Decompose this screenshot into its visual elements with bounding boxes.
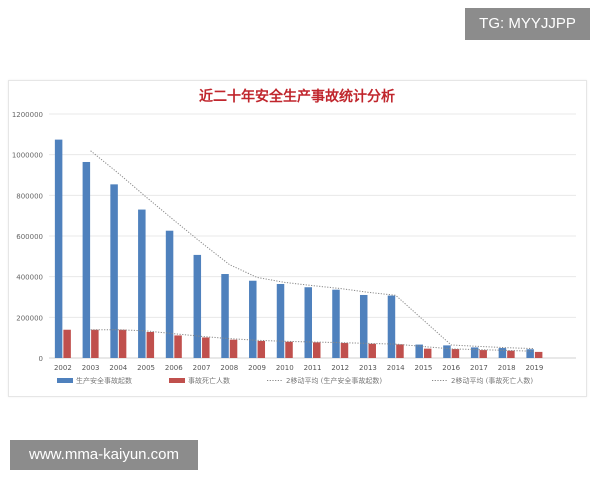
bar-deaths bbox=[507, 350, 515, 358]
bar-accidents bbox=[221, 274, 229, 358]
bar-deaths bbox=[229, 339, 238, 358]
bar-accidents bbox=[359, 294, 368, 358]
y-tick-label: 400000 bbox=[16, 274, 43, 282]
watermark-top: TG: MYYJJPP bbox=[465, 8, 590, 40]
bar-deaths bbox=[479, 350, 487, 358]
bar-deaths bbox=[423, 348, 432, 358]
legend-deaths-swatch bbox=[169, 378, 185, 383]
bar-deaths bbox=[534, 351, 543, 358]
bar-deaths bbox=[63, 329, 71, 358]
bar-deaths bbox=[146, 331, 155, 358]
bar-accidents bbox=[415, 344, 423, 358]
x-tick-label: 2003 bbox=[82, 364, 100, 372]
y-tick-label: 600000 bbox=[16, 233, 43, 241]
legend-ma-accidents: 2移动平均 (生产安全事故起数) bbox=[286, 376, 382, 385]
x-tick-label: 2014 bbox=[387, 364, 405, 372]
bar-deaths bbox=[118, 329, 127, 358]
x-tick-label: 2019 bbox=[525, 364, 543, 372]
x-tick-label: 2007 bbox=[193, 364, 211, 372]
bar-accidents bbox=[387, 295, 396, 358]
bar-chart: 近二十年安全生产事故统计分析 0 200000 400000 600000 800000… bbox=[12, 88, 576, 385]
y-tick-label: 1000000 bbox=[12, 152, 43, 160]
bar-accidents bbox=[276, 283, 285, 358]
legend-deaths: 事故死亡人数 bbox=[188, 376, 230, 385]
x-tick-label: 2008 bbox=[220, 364, 238, 372]
x-tick-label: 2017 bbox=[470, 364, 488, 372]
x-tick-label: 2006 bbox=[165, 364, 183, 372]
chart-title: 近二十年安全生产事故统计分析 bbox=[199, 88, 395, 105]
x-tick-label: 2005 bbox=[137, 364, 155, 372]
y-tick-label: 800000 bbox=[16, 192, 43, 200]
bar-deaths bbox=[396, 344, 404, 358]
bar-accidents bbox=[165, 230, 174, 358]
x-tick-label: 2016 bbox=[442, 364, 460, 372]
legend-accidents: 生产安全事故起数 bbox=[76, 376, 132, 385]
bar-deaths bbox=[285, 341, 293, 358]
legend-accidents-swatch bbox=[57, 378, 73, 383]
x-tick-label: 2012 bbox=[331, 364, 349, 372]
chart-card: 近二十年安全生产事故统计分析 0 200000 400000 600000 800000… bbox=[8, 80, 587, 397]
bar-deaths bbox=[257, 340, 266, 358]
x-tick-label: 2002 bbox=[54, 364, 72, 372]
bar-accidents bbox=[193, 254, 202, 358]
bar-accidents bbox=[470, 347, 479, 358]
x-tick-label: 2013 bbox=[359, 364, 377, 372]
moving-average-line bbox=[90, 329, 535, 352]
x-tick-label: 2004 bbox=[109, 364, 127, 372]
bar-deaths bbox=[174, 335, 182, 358]
bar-accidents bbox=[54, 139, 63, 358]
bar-accidents bbox=[526, 349, 534, 358]
y-tick-label: 1200000 bbox=[12, 111, 43, 119]
bar-deaths bbox=[202, 337, 210, 358]
watermark-bottom: www.mma-kaiyun.com bbox=[10, 440, 198, 470]
x-tick-label: 2011 bbox=[304, 364, 322, 372]
bar-accidents bbox=[304, 287, 312, 358]
x-tick-label: 2018 bbox=[498, 364, 516, 372]
bar-accidents bbox=[332, 289, 340, 358]
bar-accidents bbox=[82, 161, 91, 358]
bar-deaths bbox=[313, 342, 321, 358]
x-tick-label: 2009 bbox=[248, 364, 266, 372]
bar-deaths bbox=[340, 342, 349, 358]
y-tick-label: 0 bbox=[39, 355, 43, 363]
x-tick-label: 2015 bbox=[415, 364, 433, 372]
legend-ma-deaths: 2移动平均 (事故死亡人数) bbox=[451, 376, 533, 385]
bar-deaths bbox=[91, 329, 99, 358]
x-tick-label: 2010 bbox=[276, 364, 294, 372]
moving-average-line bbox=[90, 150, 535, 350]
bar-accidents bbox=[249, 280, 257, 358]
bar-accidents bbox=[138, 209, 146, 358]
bar-accidents bbox=[443, 345, 451, 358]
bar-deaths bbox=[368, 343, 376, 358]
bar-accidents bbox=[110, 184, 118, 358]
bar-accidents bbox=[498, 348, 507, 358]
bar-deaths bbox=[451, 349, 460, 358]
y-tick-label: 200000 bbox=[16, 314, 43, 322]
